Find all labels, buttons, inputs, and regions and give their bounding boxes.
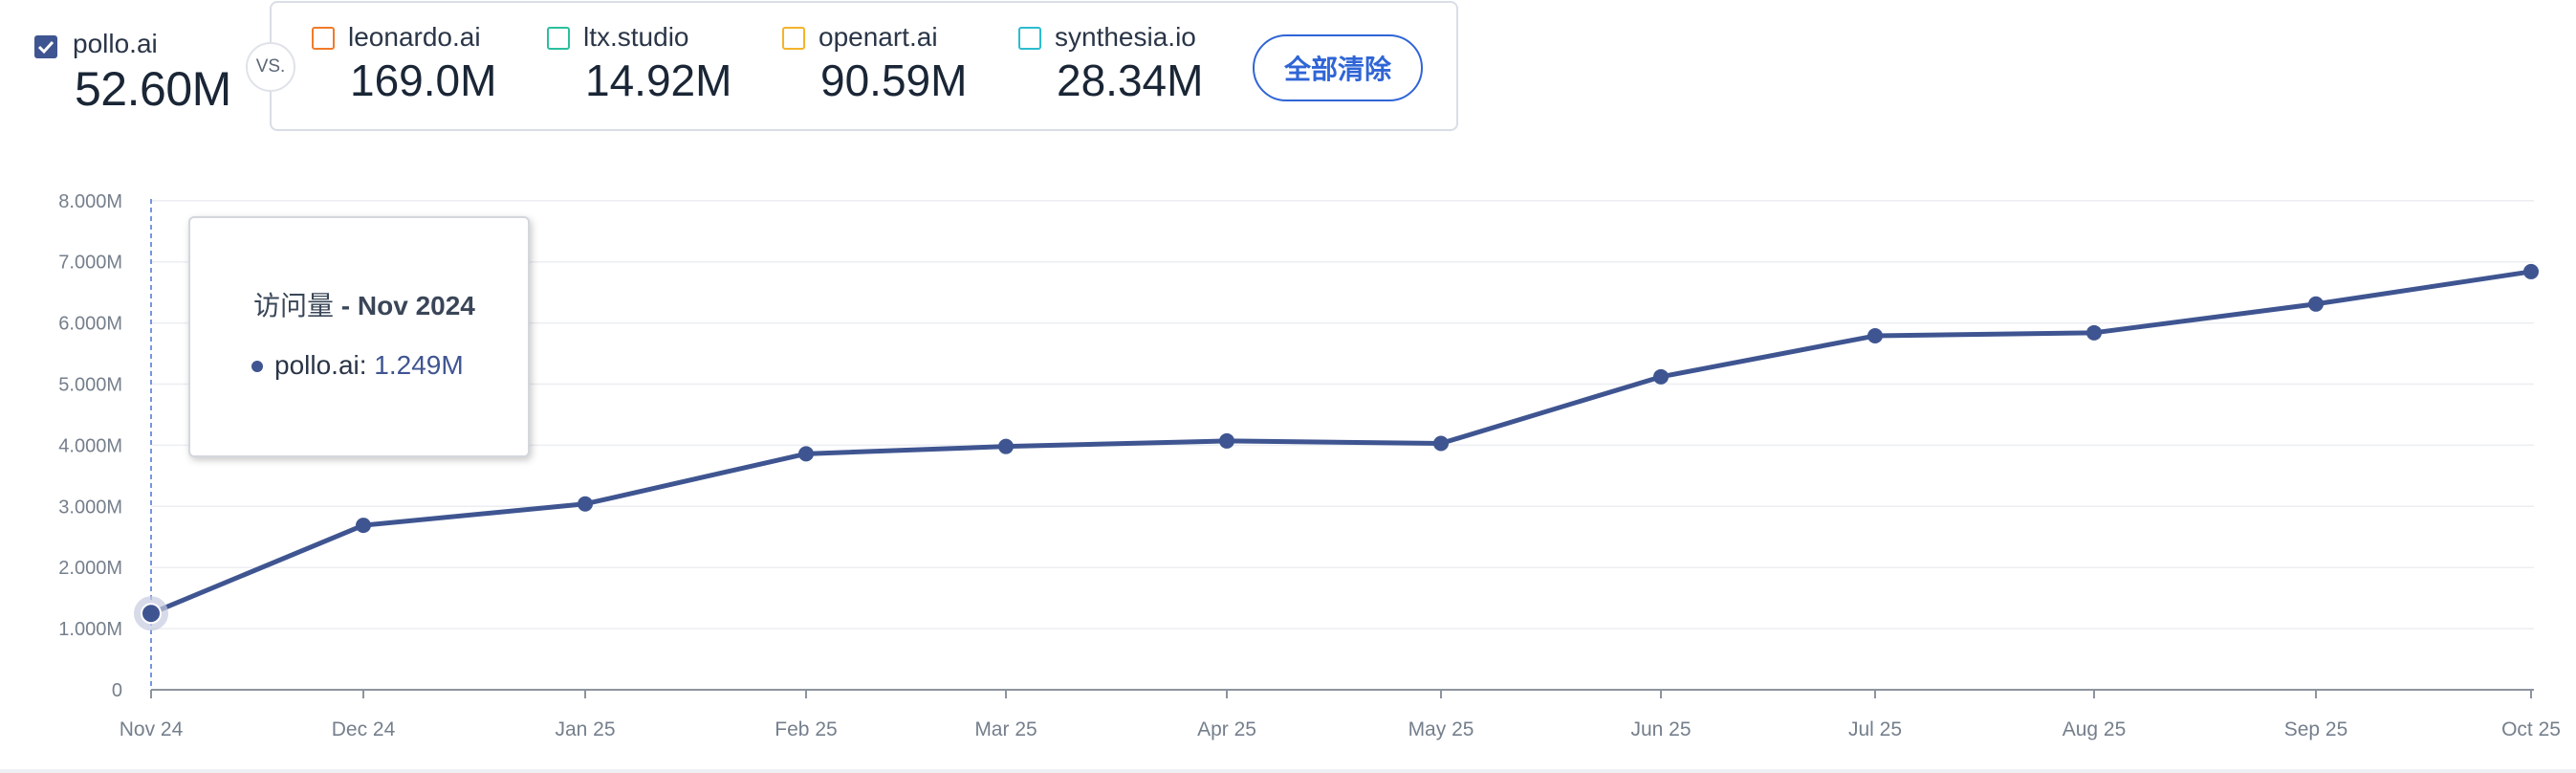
compare-sites-panel: leonardo.ai 169.0M ltx.studio 14.92M ope…: [270, 1, 1458, 131]
y-tick-label: 1.000M: [58, 619, 122, 640]
x-tick-label: Sep 25: [2284, 718, 2348, 740]
compare-site-total: 169.0M: [350, 55, 497, 105]
vs-badge: VS.: [246, 42, 295, 92]
tooltip-series-value: 1.249M: [374, 350, 464, 380]
data-point: [1653, 368, 1669, 385]
data-point: [2086, 324, 2102, 341]
primary-site-total: 52.60M: [75, 62, 231, 116]
tooltip-series-label: pollo.ai:: [274, 350, 367, 380]
visits-line-chart: 0 1.000M 2.000M 3.000M 4.000M 5.000M 6.000M 7.0…: [58, 191, 2561, 740]
data-point: [578, 496, 593, 512]
tooltip-series-row: pollo.ai: 1.249M: [274, 350, 464, 381]
clear-all-button[interactable]: 全部清除: [1253, 34, 1423, 101]
compare-site-total: 14.92M: [585, 55, 732, 105]
x-tick-label: Nov 24: [120, 718, 184, 740]
x-tick-label: Apr 25: [1197, 718, 1256, 740]
data-point: [798, 446, 814, 462]
x-tick-label: Oct 25: [2501, 718, 2561, 740]
data-point: [356, 518, 371, 534]
leonardo-checkbox[interactable]: [312, 27, 335, 50]
data-point: [1219, 432, 1234, 449]
ltx-checkbox[interactable]: [547, 27, 570, 50]
checkmark-icon: [37, 40, 55, 55]
series-line-pollo.ai: [148, 269, 2534, 616]
chart-tooltip: 访问量 - Nov 2024 pollo.ai: 1.249M: [188, 216, 530, 457]
x-tick-label: Aug 25: [2063, 718, 2127, 740]
bottom-divider: [0, 769, 2576, 773]
y-tick-label: 3.000M: [58, 497, 122, 518]
x-tick-label: Dec 24: [332, 718, 396, 740]
y-tick-label: 2.000M: [58, 558, 122, 579]
data-point: [1867, 328, 1883, 344]
x-tick-label: Jan 25: [555, 718, 615, 740]
compare-site-name: synthesia.io: [1055, 22, 1196, 52]
data-point: [2308, 296, 2324, 312]
y-tick-label: 0: [112, 680, 122, 701]
compare-site-total: 90.59M: [820, 55, 968, 105]
data-point: [1433, 435, 1449, 452]
tooltip-period: Nov 2024: [357, 291, 475, 320]
tooltip-separator: -: [334, 291, 358, 320]
y-tick-label: 4.000M: [58, 435, 122, 456]
openart-checkbox[interactable]: [782, 27, 805, 50]
primary-site-name: pollo.ai: [73, 29, 158, 58]
compare-site-name: ltx.studio: [583, 22, 689, 52]
tooltip-series-dot: [251, 361, 263, 372]
tooltip-title: 访问量 - Nov 2024: [253, 285, 475, 323]
compare-site-total: 28.34M: [1057, 55, 1204, 105]
data-point: [998, 438, 1014, 454]
synthesia-checkbox[interactable]: [1018, 27, 1041, 50]
x-tick-label: Mar 25: [974, 718, 1037, 740]
compare-site-name: leonardo.ai: [348, 22, 481, 52]
x-tick-label: Jul 25: [1848, 718, 1902, 740]
y-tick-label: 5.000M: [58, 375, 122, 396]
y-tick-label: 6.000M: [58, 314, 122, 335]
x-tick-label: Jun 25: [1630, 718, 1691, 740]
y-tick-label: 8.000M: [58, 191, 122, 212]
x-tick-label: May 25: [1408, 718, 1474, 740]
y-tick-label: 7.000M: [58, 253, 122, 274]
data-point: [2523, 263, 2539, 279]
compare-site-name: openart.ai: [819, 22, 938, 52]
x-tick-label: Feb 25: [775, 718, 837, 740]
data-point-highlighted: [141, 603, 162, 625]
pollo-checkbox[interactable]: [34, 35, 57, 58]
tooltip-metric: 访问量: [253, 291, 335, 320]
